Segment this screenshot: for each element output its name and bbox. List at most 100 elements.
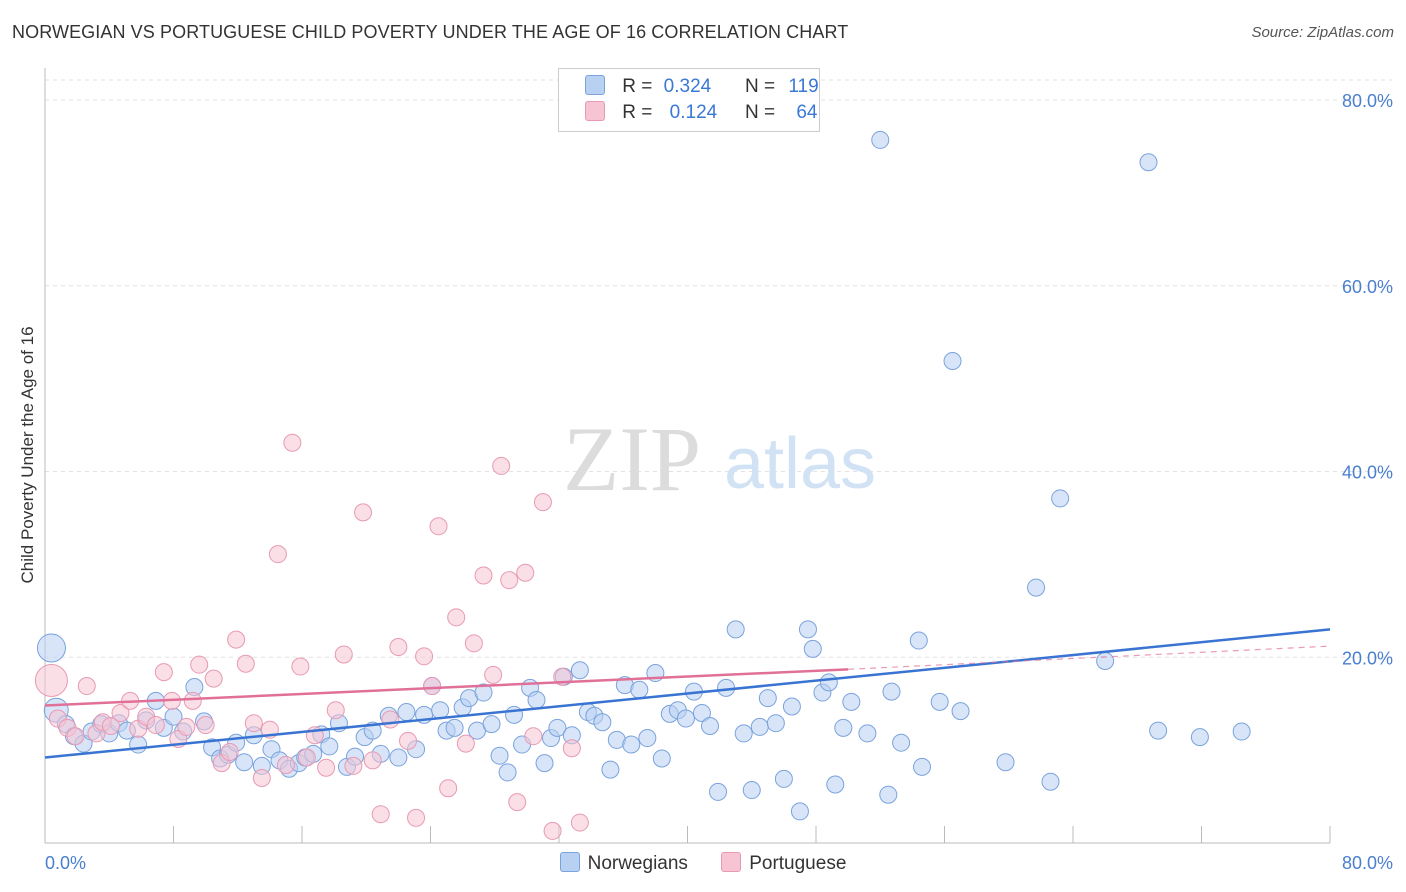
legend-item-norwegians[interactable]: Norwegians — [559, 852, 688, 875]
norwegians-point — [882, 682, 901, 701]
norwegians-point — [235, 753, 254, 772]
norwegians-legend-swatch — [559, 852, 580, 872]
portuguese-point — [407, 808, 426, 827]
portuguese-point — [399, 731, 418, 750]
portuguese-point — [77, 677, 96, 696]
norwegians-point — [676, 709, 695, 728]
norwegians-point — [36, 633, 66, 663]
norwegians-point — [834, 718, 853, 737]
norwegians-point — [909, 631, 928, 650]
legend-n-label: N = — [744, 76, 776, 97]
norwegians-point — [996, 753, 1015, 772]
norwegians-point — [601, 760, 620, 779]
norwegians-point — [943, 351, 962, 370]
source-label: Source: ZipAtlas.com — [1251, 24, 1394, 41]
portuguese-point — [183, 691, 202, 710]
norwegians-point — [1096, 651, 1115, 670]
norwegians-point — [622, 735, 641, 754]
grid-lines — [45, 79, 1392, 658]
norwegians-swatch — [585, 75, 605, 95]
norwegians-point — [726, 620, 745, 639]
y-axis-label: Child Poverty Under the Age of 16 — [18, 326, 37, 583]
portuguese-point — [146, 716, 165, 735]
norwegians-point — [913, 757, 932, 776]
norwegians-point — [750, 717, 769, 736]
portuguese-point — [516, 563, 535, 582]
portuguese-point — [484, 665, 503, 684]
portuguese-point — [464, 634, 483, 653]
portuguese-point — [220, 742, 239, 761]
norwegians-point — [742, 781, 761, 800]
portuguese-point — [236, 654, 255, 673]
watermark: ZIP atlas — [563, 408, 876, 510]
portuguese-point — [252, 768, 271, 787]
norwegians-point — [1232, 722, 1251, 741]
legend-label-portuguese: Portuguese — [749, 853, 847, 874]
portuguese-point — [276, 755, 295, 774]
portuguese-point — [344, 756, 363, 775]
portuguese-point — [474, 566, 493, 585]
portuguese-point — [439, 779, 458, 798]
norwegians-point — [320, 737, 339, 756]
portuguese-point — [570, 813, 589, 832]
portuguese-point — [244, 714, 263, 733]
norwegians-point — [774, 769, 793, 788]
portuguese-point — [456, 734, 475, 753]
norwegians-point — [709, 782, 728, 801]
portuguese-point — [196, 716, 215, 735]
norwegians-point — [498, 763, 517, 782]
norwegians-point — [782, 697, 801, 716]
norwegians-point — [445, 718, 464, 737]
norwegians-point — [892, 733, 911, 752]
norwegians-point — [758, 689, 777, 708]
portuguese-point — [500, 571, 519, 590]
portuguese-point — [326, 701, 345, 720]
norwegians-point — [1139, 153, 1158, 172]
portuguese-point — [66, 727, 85, 746]
trend-lines — [44, 628, 1331, 759]
norwegians-point — [826, 775, 845, 794]
x-tick-label: 0.0% — [45, 853, 86, 873]
norwegians-point — [505, 705, 524, 724]
portuguese-point — [227, 630, 246, 649]
norwegians-point — [871, 130, 890, 149]
portuguese-point — [423, 677, 442, 696]
portuguese-point — [190, 655, 209, 674]
norwegians-point — [593, 713, 612, 732]
watermark-atlas: atlas — [724, 424, 876, 504]
portuguese-point — [447, 608, 466, 627]
y-tick-label: 60.0% — [1342, 277, 1393, 297]
norwegians-point — [548, 718, 567, 737]
norwegians-point — [842, 692, 861, 711]
norwegians-point — [527, 690, 546, 709]
legend-row-portuguese: R = 0.124 N = 64 — [585, 101, 817, 127]
norwegians-point — [692, 703, 711, 722]
portuguese-point — [371, 805, 390, 824]
portuguese-point — [34, 663, 68, 697]
norwegians-point — [766, 714, 785, 733]
norwegians-point — [474, 683, 493, 702]
portuguese-point — [562, 739, 581, 758]
y-tick-label: 40.0% — [1342, 463, 1393, 483]
chart-title: NORWEGIAN VS PORTUGUESE CHILD POVERTY UN… — [12, 22, 849, 42]
portuguese-point — [101, 716, 120, 735]
norwegians-point — [482, 715, 501, 734]
y-tick-label: 20.0% — [1342, 648, 1393, 668]
legend-item-portuguese[interactable]: Portuguese — [721, 852, 846, 875]
portuguese-point — [381, 710, 400, 729]
portuguese-point — [268, 545, 287, 564]
norwegians-point — [389, 748, 408, 767]
portuguese-point — [508, 793, 527, 812]
legend-row-norwegians: R = 0.324 N = 119 — [585, 75, 819, 101]
portuguese-point — [291, 657, 310, 676]
norwegians-point — [1149, 721, 1168, 740]
x-tick-label: 80.0% — [1342, 853, 1393, 873]
norwegians-point — [1041, 772, 1060, 791]
norwegians-point — [803, 639, 822, 658]
norwegians-point — [652, 749, 671, 768]
watermark-zip: ZIP — [563, 408, 701, 510]
norwegians-point — [879, 785, 898, 804]
portuguese-point — [317, 758, 336, 777]
norwegians-point — [819, 673, 838, 692]
